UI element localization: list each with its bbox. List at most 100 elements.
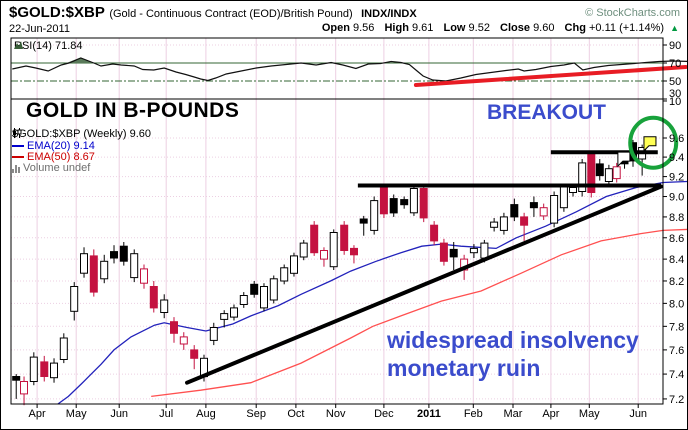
candle-body bbox=[100, 260, 109, 280]
price-tick-label: 8.8 bbox=[669, 212, 684, 224]
candle-body bbox=[190, 349, 199, 359]
stockcharts-copyright: © StockCharts.com bbox=[585, 7, 680, 19]
candle-body bbox=[119, 245, 128, 262]
ema50-legend-text: EMA(50) 8.67 bbox=[27, 151, 95, 163]
ema50-legend: EMA(50) 8.67 bbox=[12, 151, 95, 163]
title-annotation: GOLD IN B-POUNDS bbox=[26, 99, 240, 122]
candle-body bbox=[269, 278, 278, 301]
rsi-tick-label: 70 bbox=[669, 58, 681, 70]
month-label: Jun bbox=[629, 408, 647, 420]
price-panel-border bbox=[10, 98, 664, 405]
candle-body bbox=[230, 307, 238, 318]
month-label: May bbox=[66, 408, 87, 420]
price-tick-label: 7.4 bbox=[669, 369, 684, 381]
candle-body bbox=[539, 207, 548, 217]
candle-body bbox=[130, 253, 139, 279]
rsi-indicator-icon bbox=[14, 41, 23, 49]
high-value: 9.61 bbox=[412, 22, 434, 34]
rsi-tick-label: 50 bbox=[669, 76, 681, 88]
candle-body bbox=[89, 255, 98, 293]
rsi-legend: RSI(14) 71.84 bbox=[14, 40, 82, 52]
candle-body bbox=[170, 321, 178, 334]
candle-body bbox=[569, 187, 577, 193]
month-label: Sep bbox=[246, 408, 266, 420]
candle-body bbox=[379, 187, 388, 215]
candle-body bbox=[529, 202, 538, 209]
ema20-legend-text: EMA(20) 9.14 bbox=[27, 140, 95, 152]
rsi-legend-text: RSI(14) 71.84 bbox=[14, 40, 83, 52]
rsi-tick-label: 90 bbox=[669, 40, 681, 52]
ruin-annotation: monetary ruin bbox=[387, 355, 541, 381]
close-label: Close bbox=[500, 22, 530, 34]
candle-body bbox=[140, 268, 148, 284]
symbol-legend-text: $GOLD:$XBP (Weekly) 9.60 bbox=[12, 128, 151, 140]
candle-body bbox=[419, 188, 428, 219]
candle-body bbox=[490, 221, 499, 228]
candle-body bbox=[50, 362, 58, 379]
candle-body bbox=[329, 232, 338, 268]
candle-body bbox=[149, 286, 158, 309]
open-value: 9.56 bbox=[353, 22, 375, 34]
up-triangle-icon: ▲ bbox=[670, 23, 679, 33]
symbol-ticker: $GOLD:$XBP bbox=[9, 4, 105, 21]
chg-value: +0.11 (+1.14%) bbox=[589, 22, 665, 34]
price-tick-label: 9.4 bbox=[669, 152, 684, 164]
candle-body bbox=[510, 204, 519, 218]
candle-body bbox=[160, 299, 169, 313]
price-tick-label: 8.4 bbox=[669, 254, 684, 266]
ema20-line-swatch bbox=[12, 145, 24, 147]
candle-body bbox=[280, 267, 289, 282]
candle-body bbox=[370, 200, 379, 231]
ema50-line-swatch bbox=[12, 156, 24, 158]
low-value: 9.52 bbox=[468, 22, 490, 34]
candle-body bbox=[260, 286, 268, 309]
month-label: Mar bbox=[504, 408, 523, 420]
candle-body bbox=[12, 376, 21, 381]
price-tick-label: 7.6 bbox=[669, 345, 684, 357]
open-label: Open bbox=[321, 22, 350, 34]
candle-body bbox=[20, 381, 28, 395]
chg-label: Chg bbox=[564, 22, 586, 34]
volume-legend: Volume undef bbox=[12, 162, 90, 174]
symbol-legend: $GOLD:$XBP (Weekly) 9.60 bbox=[12, 128, 151, 140]
candle-body bbox=[350, 247, 358, 256]
candle-body bbox=[29, 356, 38, 383]
candle-body bbox=[550, 195, 559, 224]
candle-body bbox=[604, 168, 613, 182]
candle-body bbox=[359, 218, 368, 224]
month-label: Apr bbox=[542, 408, 559, 420]
white-note-icon bbox=[617, 151, 631, 168]
candle-body bbox=[80, 253, 88, 274]
price-tick-label: 8.6 bbox=[669, 233, 684, 245]
month-label: May bbox=[579, 408, 600, 420]
high-label: High bbox=[384, 22, 409, 34]
candle-body bbox=[578, 162, 587, 192]
candle-body bbox=[409, 188, 418, 214]
price-tick-label: 9.0 bbox=[669, 192, 684, 204]
month-label: Dec bbox=[374, 408, 394, 420]
candle-body bbox=[220, 313, 229, 320]
month-label: 2011 bbox=[417, 408, 441, 420]
candle-body bbox=[595, 163, 604, 177]
price-tick-label: 7.2 bbox=[669, 394, 684, 406]
candle-body bbox=[520, 216, 529, 226]
candle-body bbox=[400, 199, 409, 206]
price-tick-label: 8.0 bbox=[669, 298, 684, 310]
price-tick-label: 10 bbox=[669, 96, 681, 108]
close-value: 9.60 bbox=[533, 22, 555, 34]
candle-body bbox=[209, 327, 218, 341]
yellow-note-icon bbox=[643, 136, 657, 152]
candle-body bbox=[59, 337, 68, 360]
price-tick-label: 8.2 bbox=[669, 276, 684, 288]
volume-bars-icon bbox=[12, 164, 20, 173]
symbol-description: (Gold - Continuous Contract (EOD)/Britis… bbox=[109, 8, 353, 20]
candle-body bbox=[70, 286, 79, 312]
candle-body bbox=[449, 248, 458, 258]
month-label: Apr bbox=[29, 408, 46, 420]
rsi-trendline bbox=[413, 65, 687, 88]
candle-body bbox=[499, 216, 508, 231]
price-tick-label: 7.8 bbox=[669, 321, 684, 333]
ema50-line bbox=[151, 228, 687, 398]
